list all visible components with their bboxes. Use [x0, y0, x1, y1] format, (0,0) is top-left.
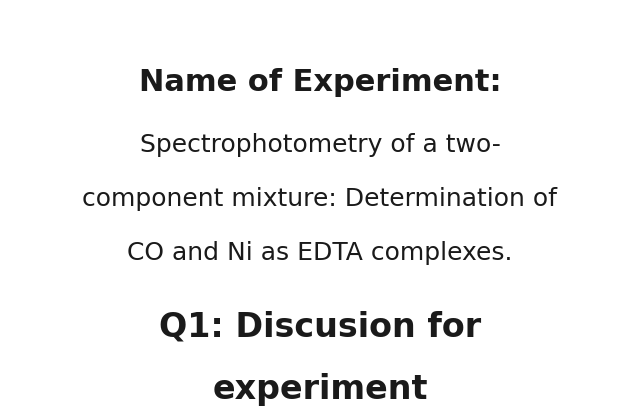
Text: experiment: experiment	[212, 372, 428, 405]
Text: CO and Ni as EDTA complexes.: CO and Ni as EDTA complexes.	[127, 240, 513, 264]
Text: component mixture: Determination of: component mixture: Determination of	[83, 186, 557, 210]
Text: Spectrophotometry of a two-: Spectrophotometry of a two-	[140, 133, 500, 157]
Text: Name of Experiment:: Name of Experiment:	[139, 68, 501, 97]
Text: Q1: Discusion for: Q1: Discusion for	[159, 310, 481, 343]
